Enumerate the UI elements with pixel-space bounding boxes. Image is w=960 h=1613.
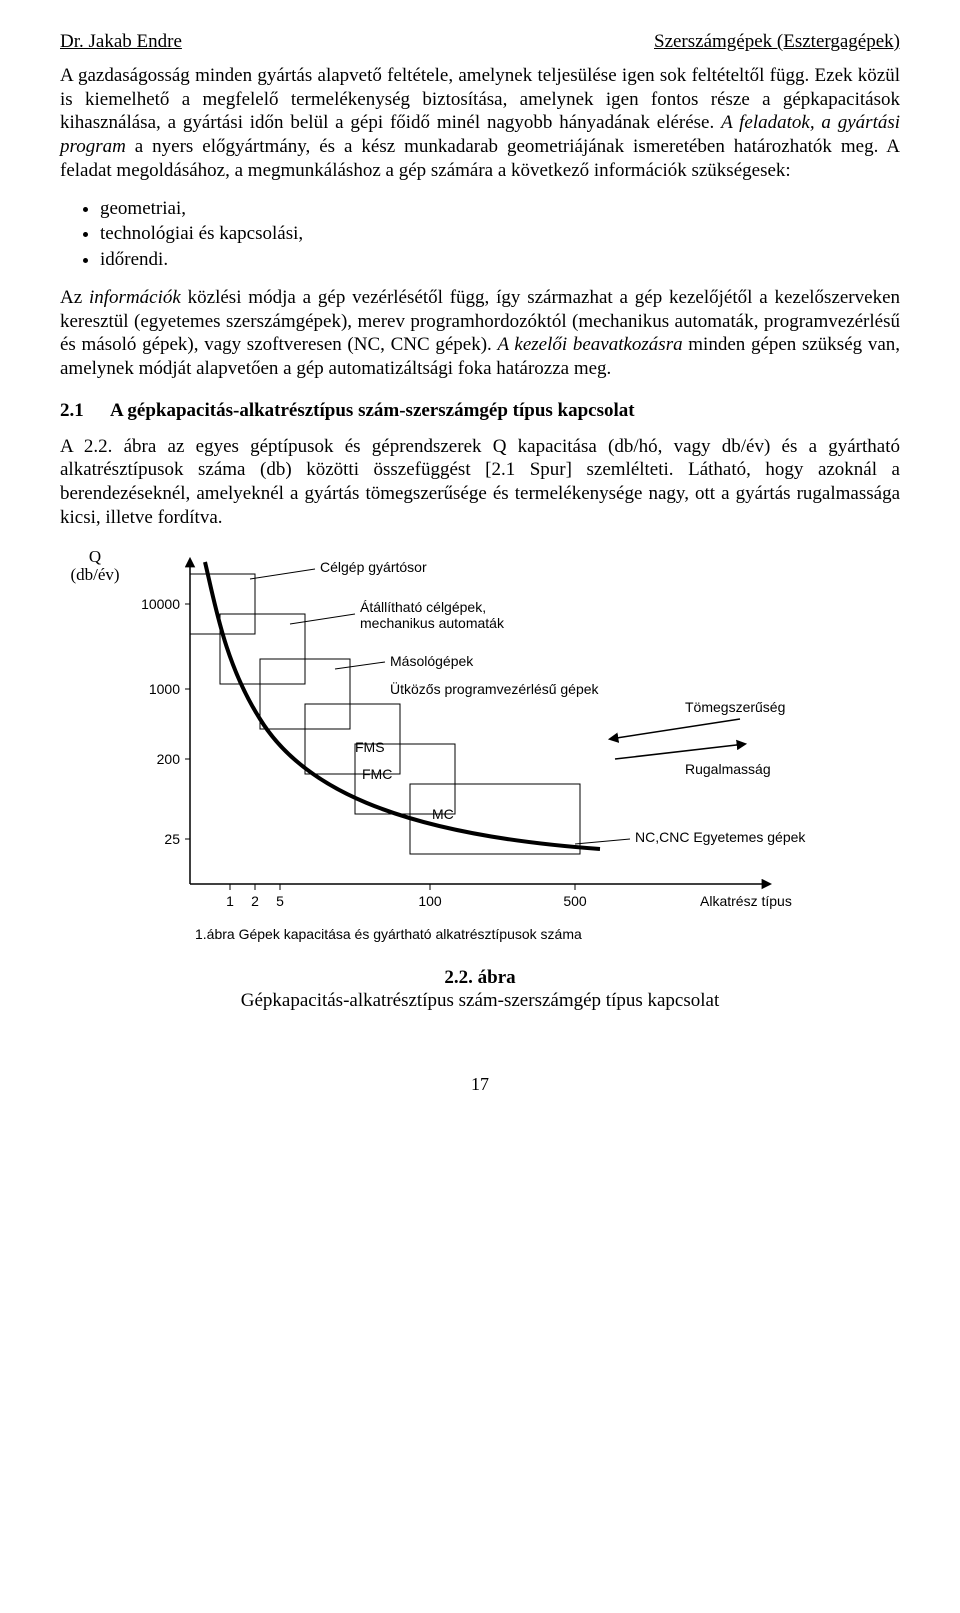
svg-text:1: 1 (226, 893, 234, 909)
figure-2-2: Q (db/év) 10000 1000 200 25 1 2 5 100 50… (60, 544, 900, 954)
svg-text:Célgép gyártósor: Célgép gyártósor (320, 559, 427, 575)
figure-title: Gépkapacitás-alkatrésztípus szám-szerszá… (60, 989, 900, 1013)
svg-text:NC,CNC Egyetemes gépek: NC,CNC Egyetemes gépek (635, 829, 806, 845)
header-right: Szerszámgépek (Esztergagépek) (654, 30, 900, 54)
section-heading: 2.1 A gépkapacitás-alkatrésztípus szám-s… (60, 399, 900, 423)
svg-text:Tömegszerűség: Tömegszerűség (685, 699, 785, 715)
svg-text:FMC: FMC (362, 766, 392, 782)
section-title: A gépkapacitás-alkatrésztípus szám-szers… (110, 399, 635, 423)
svg-text:Másológépek: Másológépek (390, 653, 474, 669)
svg-text:Alkatrész típus: Alkatrész típus (700, 893, 792, 909)
svg-text:25: 25 (164, 831, 180, 847)
svg-text:2: 2 (251, 893, 259, 909)
svg-text:200: 200 (157, 751, 181, 767)
svg-text:5: 5 (276, 893, 284, 909)
svg-text:mechanikus automaták: mechanikus automaták (360, 615, 505, 631)
figure-caption: 2.2. ábra Gépkapacitás-alkatrésztípus sz… (60, 966, 900, 1014)
figure-number: 2.2. ábra (60, 966, 900, 990)
list-item: időrendi. (100, 248, 900, 272)
paragraph-1: A gazdaságosság minden gyártás alapvető … (60, 64, 900, 183)
svg-text:1.ábra Gépek kapacitása és g: 1.ábra Gépek kapacitása és gyártható alk… (195, 926, 582, 942)
page-header: Dr. Jakab Endre Szerszámgépek (Esztergag… (60, 30, 900, 54)
paragraph-4: A 2.2. ábra az egyes géptípusok és gépre… (60, 435, 900, 530)
capacity-chart: 10000 1000 200 25 1 2 5 100 500 Alkatrés… (130, 544, 830, 954)
header-left: Dr. Jakab Endre (60, 30, 182, 54)
svg-text:Átállítható célgépek,: Átállítható célgépek, (360, 599, 486, 615)
y-axis-label: Q (db/év) (60, 544, 130, 585)
section-number: 2.1 (60, 399, 110, 423)
svg-text:FMS: FMS (355, 739, 385, 755)
svg-text:Rugalmasság: Rugalmasság (685, 761, 771, 777)
svg-text:100: 100 (418, 893, 442, 909)
paragraph-3: Az információk közlési módja a gép vezér… (60, 286, 900, 381)
svg-text:500: 500 (563, 893, 587, 909)
svg-text:Ütközős programvezérlésű gépek: Ütközős programvezérlésű gépek (390, 680, 600, 697)
list-item: technológiai és kapcsolási, (100, 222, 900, 246)
page-number: 17 (60, 1073, 900, 1096)
svg-text:10000: 10000 (141, 596, 180, 612)
svg-text:MC: MC (432, 806, 454, 822)
bullet-list: geometriai, technológiai és kapcsolási, … (100, 197, 900, 272)
svg-text:1000: 1000 (149, 681, 180, 697)
list-item: geometriai, (100, 197, 900, 221)
